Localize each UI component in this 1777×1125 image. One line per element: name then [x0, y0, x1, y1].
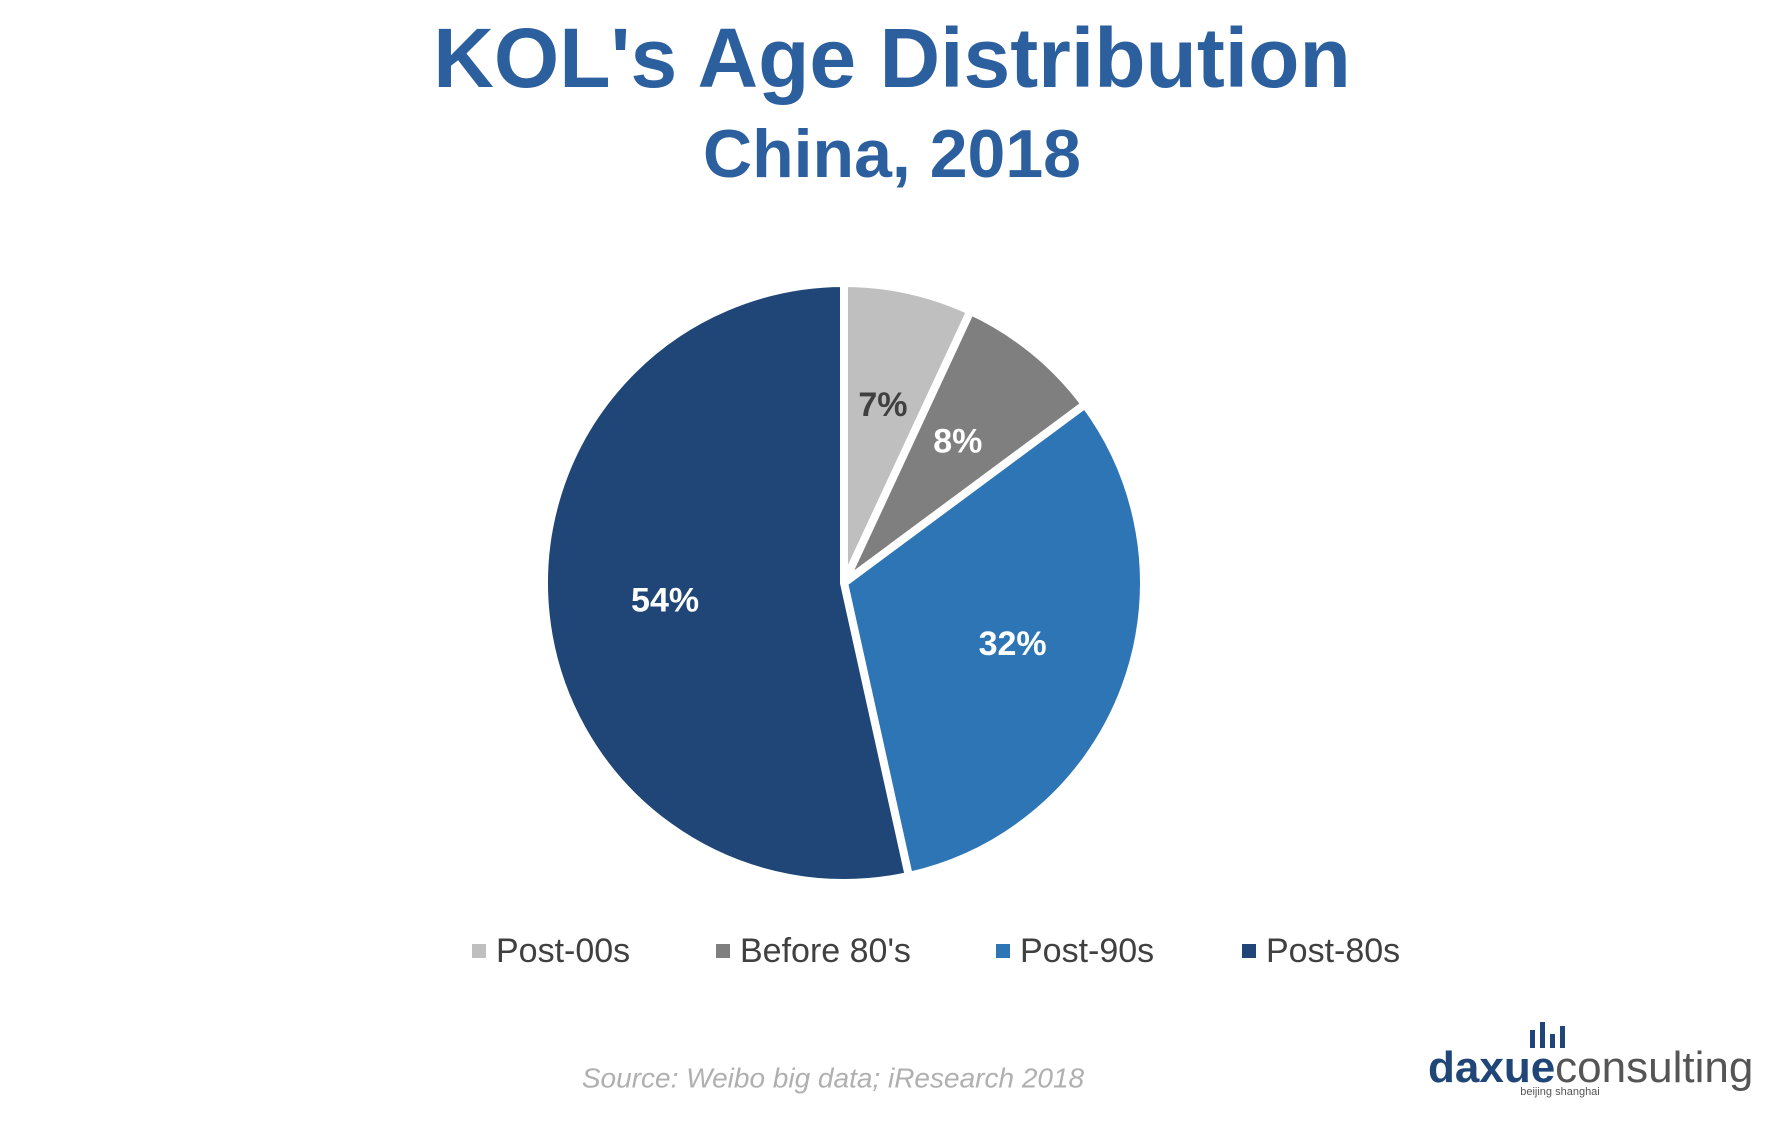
logo-bar — [1540, 1022, 1545, 1048]
legend-label: Post-00s — [496, 932, 630, 970]
data-label: 7% — [858, 386, 907, 424]
chart-subtitle: China, 2018 — [703, 116, 1081, 192]
logo-part: consulting — [1555, 1043, 1753, 1092]
logo: daxueconsulting beijing shanghai — [1428, 1022, 1753, 1098]
legend-label: Post-90s — [1020, 932, 1154, 970]
logo-bar — [1560, 1026, 1565, 1048]
legend-swatch — [472, 944, 486, 958]
legend-swatch — [716, 944, 730, 958]
logo-bar — [1530, 1030, 1535, 1048]
logo-text: daxueconsulting — [1428, 1043, 1753, 1092]
pie-slice — [540, 278, 914, 887]
legend: Post-00s Before 80's Post-90s Post-80s — [472, 932, 1400, 970]
legend-label: Before 80's — [740, 932, 911, 970]
pie-slice — [840, 305, 1091, 587]
data-label: 32% — [979, 625, 1047, 663]
logo-bar — [1550, 1034, 1555, 1048]
chart-title: KOL's Age Distribution — [433, 11, 1351, 105]
data-label: 8% — [933, 423, 982, 461]
source-note: Source: Weibo big data; iResearch 2018 — [582, 1062, 1085, 1093]
data-label: 54% — [631, 582, 699, 620]
legend-swatch — [1242, 944, 1256, 958]
legend-swatch — [996, 944, 1010, 958]
pie: 7% 8% 32% 54% — [540, 278, 1148, 887]
pie-slice — [839, 398, 1148, 881]
legend-label: Post-80s — [1266, 932, 1400, 970]
logo-part: daxue — [1428, 1043, 1555, 1092]
logo-tagline: beijing shanghai — [1520, 1086, 1600, 1098]
